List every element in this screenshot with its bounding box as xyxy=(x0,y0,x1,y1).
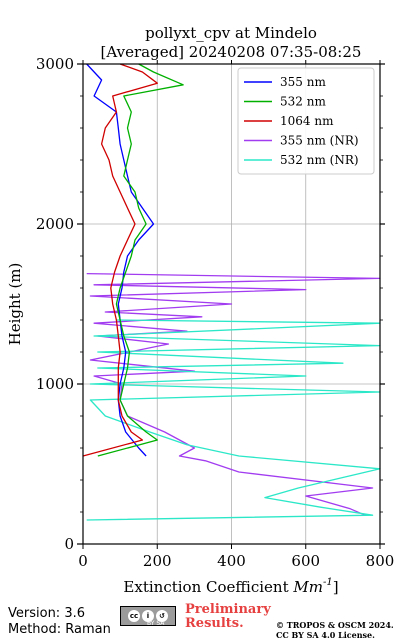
chart-subtitle: [Averaged] 20240208 07:35-08:25 xyxy=(101,43,362,61)
footer-info: Version: 3.6 Method: Raman xyxy=(8,606,111,638)
y-tick-label: 2000 xyxy=(36,215,74,233)
cc-license-badge: cc i ↺ xyxy=(120,606,176,626)
y-tick-label: 1000 xyxy=(36,375,74,393)
legend-entry: 532 nm xyxy=(280,95,326,109)
version-text: Version: 3.6 xyxy=(8,606,85,621)
copyright-line2: CC BY SA 4.0 License. xyxy=(276,630,375,640)
legend: 355 nm 532 nm 1064 nm 355 nm (NR) 532 nm (NR… xyxy=(237,67,375,175)
axis-ticks: 0 200 400 600 800 0 1000 2000 3000 xyxy=(36,55,395,570)
cc-badge-label: BY SA xyxy=(147,620,165,627)
cc-icon: cc xyxy=(128,610,140,622)
chart-figure: pollyxt_cpv at Mindelo [Averaged] 202402… xyxy=(6,24,395,596)
preliminary-line2: Results. xyxy=(185,616,244,631)
series-line-1064-nm xyxy=(82,63,158,457)
series-line-532-nm xyxy=(97,63,184,457)
series-lines xyxy=(82,63,381,521)
x-axis-label: Extinction Coefficient Mm-1] xyxy=(123,577,338,596)
sa-icon: ↺ xyxy=(156,610,168,622)
x-axis-label-exp: -1 xyxy=(323,577,333,588)
legend-entry: 355 nm xyxy=(280,75,326,89)
series-line-532-nm-nr- xyxy=(86,319,381,521)
legend-entry: 355 nm (NR) xyxy=(280,134,359,148)
copyright-notice: © TROPOS & OSCM 2024. CC BY SA 4.0 Licen… xyxy=(276,620,394,640)
chart-title: pollyxt_cpv at Mindelo xyxy=(145,24,317,42)
preliminary-notice: Preliminary Results. xyxy=(185,603,271,631)
legend-entry: 532 nm (NR) xyxy=(280,153,359,167)
copyright-line1: © TROPOS & OSCM 2024. xyxy=(276,620,394,630)
x-axis-label-main: Extinction Coefficient xyxy=(123,578,293,596)
y-axis-label: Height (m) xyxy=(6,263,24,346)
method-text: Method: Raman xyxy=(8,622,111,637)
legend-box xyxy=(237,67,375,175)
x-tick-label: 600 xyxy=(291,552,320,570)
legend-entry: 1064 nm xyxy=(280,114,334,128)
x-tick-label: 0 xyxy=(78,552,88,570)
x-tick-label: 400 xyxy=(217,552,246,570)
y-tick-label: 0 xyxy=(64,535,74,553)
preliminary-line1: Preliminary xyxy=(185,602,271,617)
x-axis-label-bracket: ] xyxy=(333,578,339,596)
y-tick-label: 3000 xyxy=(36,55,74,73)
x-tick-label: 200 xyxy=(143,552,172,570)
by-icon: i xyxy=(142,610,154,622)
x-axis-label-unit: Mm xyxy=(292,578,323,596)
x-tick-label: 800 xyxy=(366,552,395,570)
